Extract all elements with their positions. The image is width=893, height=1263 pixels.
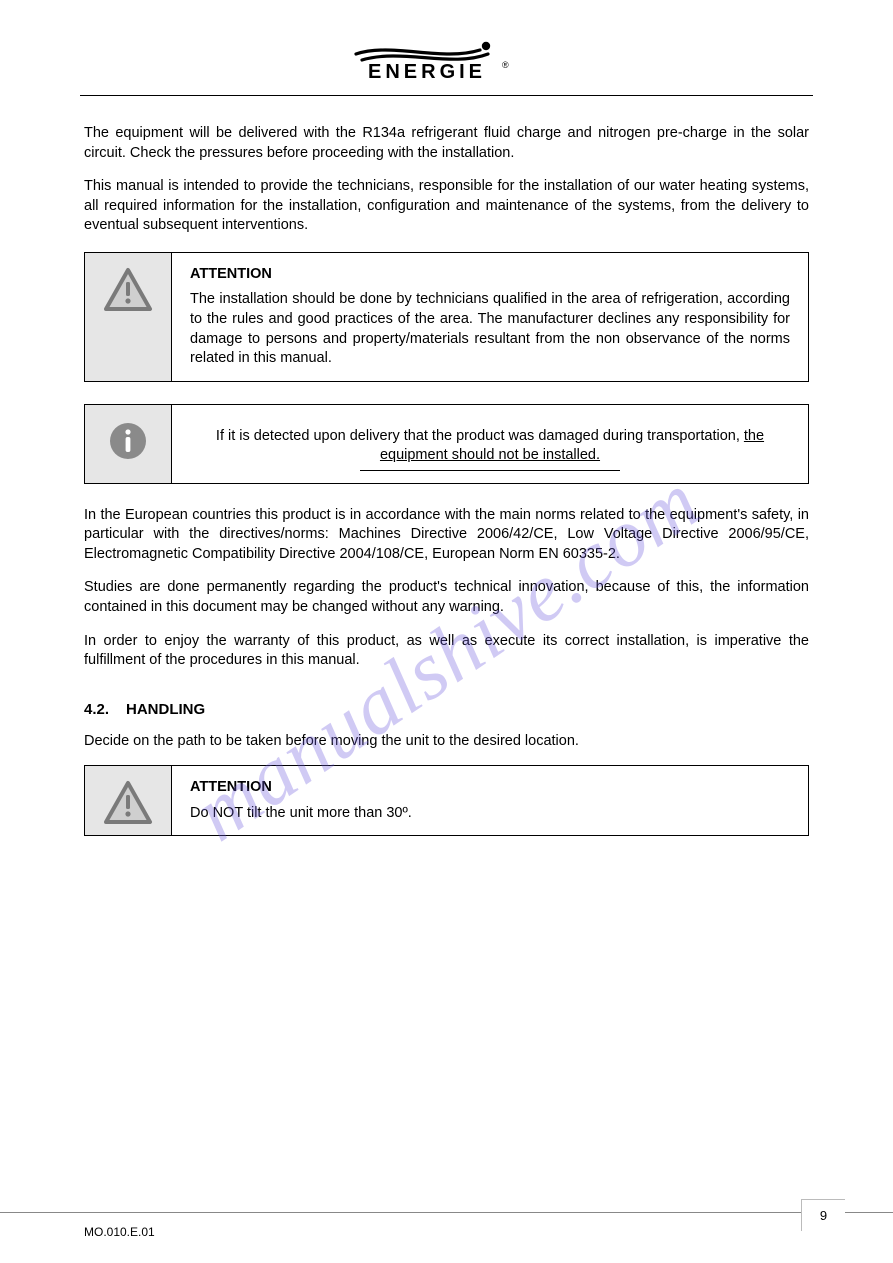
info-callout-lead: If it is detected upon delivery that the… <box>216 428 744 444</box>
attention-callout-2-icon-col <box>85 766 171 835</box>
attention-callout-1-text: ATTENTION The installation should be don… <box>171 253 808 381</box>
footer-divider <box>0 1212 893 1213</box>
brand-logo: ENERGIE ® <box>352 36 542 87</box>
post-callout-text-block: In the European countries this product i… <box>84 506 809 671</box>
warning-triangle-icon <box>103 780 153 826</box>
energie-logo-svg: ENERGIE ® <box>352 36 542 82</box>
info-callout-icon-col <box>85 405 171 483</box>
attention-callout-1: ATTENTION The installation should be don… <box>84 252 809 382</box>
page-container: ENERGIE ® manualshive.com The equipment … <box>0 0 893 1263</box>
footer-doc-ref: MO.010.E.01 <box>84 1225 809 1239</box>
svg-text:®: ® <box>502 60 509 70</box>
attention-callout-2-text: ATTENTION Do NOT tilt the unit more than… <box>171 766 808 835</box>
section-4-2-title: HANDLING <box>126 701 205 718</box>
attention-callout-1-body: The installation should be done by techn… <box>190 291 790 366</box>
section-4-2-heading: 4.2.HANDLING <box>84 701 809 718</box>
info-callout-text: If it is detected upon delivery that the… <box>171 405 808 483</box>
section-4-2-paragraph: Decide on the path to be taken before mo… <box>84 732 809 752</box>
post-paragraph-1: In the European countries this product i… <box>84 506 809 565</box>
intro-paragraph-2: This manual is intended to provide the t… <box>84 177 809 236</box>
info-callout-underline-bar <box>360 470 620 471</box>
attention-callout-1-icon-col <box>85 253 171 381</box>
intro-text-block: The equipment will be delivered with the… <box>84 124 809 236</box>
attention-callout-2-body: Do NOT tilt the unit more than 30º. <box>190 805 412 821</box>
section-4-2-number: 4.2. <box>84 701 126 718</box>
info-icon <box>106 419 150 463</box>
post-paragraph-2: Studies are done permanently regarding t… <box>84 578 809 617</box>
header-divider <box>80 95 813 96</box>
intro-paragraph-1: The equipment will be delivered with the… <box>84 124 809 163</box>
header-logo-wrap: ENERGIE ® <box>84 36 809 87</box>
page-number: 9 <box>820 1208 827 1223</box>
warning-triangle-icon <box>103 267 153 313</box>
svg-text:ENERGIE: ENERGIE <box>368 61 486 82</box>
attention-callout-1-title: ATTENTION <box>190 265 790 285</box>
section-4-2-text-block: Decide on the path to be taken before mo… <box>84 732 809 752</box>
attention-callout-2: ATTENTION Do NOT tilt the unit more than… <box>84 765 809 836</box>
post-paragraph-3: In order to enjoy the warranty of this p… <box>84 632 809 671</box>
page-number-box: 9 <box>801 1199 845 1231</box>
info-callout: If it is detected upon delivery that the… <box>84 404 809 484</box>
attention-callout-2-title: ATTENTION <box>190 778 790 798</box>
